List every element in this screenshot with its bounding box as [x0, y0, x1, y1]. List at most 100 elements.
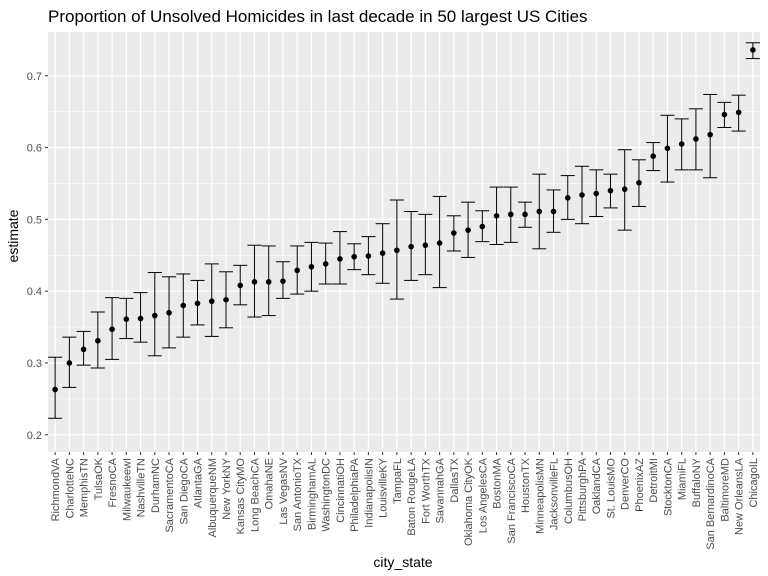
x-tick-label: San AntonioTX [292, 457, 304, 531]
y-tick-label: 0.6 [27, 143, 42, 155]
data-point [379, 250, 386, 256]
x-tick-label: Fort WorthTX [420, 457, 432, 523]
x-axis: RichmondVA CharlotteNC MemphisTN TulsaOK Fre… [50, 452, 760, 550]
data-point [750, 47, 756, 53]
data-point [52, 386, 58, 393]
data-point [593, 190, 600, 197]
x-tick-label: AlbuquerqueNM [207, 458, 219, 538]
x-tick-label: DetroitMI [648, 458, 660, 503]
data-point [564, 195, 571, 201]
x-tick-label: Las VegasNV [278, 457, 290, 524]
data-point [422, 242, 429, 249]
data-point [251, 279, 258, 285]
y-axis: 0.2 0.3 0.4 0.5 0.6 0.7 [27, 71, 48, 442]
x-tick-label: LouisvilleKY [378, 457, 390, 518]
data-point [208, 298, 215, 305]
data-point [693, 136, 699, 142]
data-point [550, 208, 557, 215]
data-point [294, 267, 301, 274]
y-tick-label: 0.3 [27, 358, 42, 370]
data-point [137, 315, 144, 322]
data-point [66, 360, 73, 366]
x-tick-label: PittsburghPA [577, 457, 589, 521]
y-tick-label: 0.7 [27, 71, 42, 83]
data-point [351, 253, 357, 260]
data-point [265, 279, 272, 285]
x-tick-label: FresnoCA [107, 457, 119, 507]
x-tick-label: Los AngelesCA [477, 457, 489, 533]
data-point [465, 227, 471, 233]
x-tick-label: OmahaNE [264, 458, 276, 509]
x-tick-label: TampaFL [392, 458, 404, 504]
data-point [109, 326, 115, 333]
data-point [166, 309, 172, 316]
x-tick-label: Oklahoma CityOK [463, 457, 475, 546]
x-tick-label: RichmondVA [50, 457, 62, 521]
data-point [721, 111, 728, 118]
y-axis-title: estimate [5, 209, 21, 262]
data-point [636, 179, 642, 186]
data-point [678, 141, 685, 147]
y-tick-label: 0.5 [27, 214, 42, 226]
data-point [607, 187, 614, 194]
x-tick-label: DenverCO [620, 458, 632, 510]
data-point [522, 211, 528, 218]
data-point [95, 337, 101, 344]
data-point [194, 300, 201, 307]
x-tick-label: IndianapolisIN [363, 458, 375, 528]
data-point [664, 145, 671, 152]
x-tick-label: CharlotteNC [64, 458, 76, 519]
data-point [237, 282, 244, 289]
x-tick-label: PhiladelphiaPA [349, 457, 361, 531]
data-point [308, 263, 315, 270]
x-axis-title: city_state [373, 554, 432, 570]
data-point [152, 312, 158, 319]
x-tick-label: MilwaukeewI [121, 458, 133, 521]
x-tick-label: ColumbusOH [563, 458, 575, 524]
x-tick-label: CincinnatiOH [335, 458, 347, 523]
x-tick-label: St. LouisMO [605, 458, 617, 519]
data-point [508, 211, 514, 218]
x-tick-label: BaltimoreMD [719, 458, 731, 522]
data-point [123, 316, 130, 322]
x-tick-label: NashvilleTN [136, 458, 148, 517]
data-point [408, 243, 414, 250]
data-point [707, 131, 713, 138]
x-tick-label: SavannahGA [435, 457, 447, 523]
x-tick-label: San DiegoCA [178, 457, 190, 524]
data-point [536, 208, 543, 215]
data-point [735, 109, 742, 116]
data-point [223, 296, 229, 303]
data-point [322, 261, 329, 267]
x-tick-label: AtlantaGA [193, 457, 205, 508]
x-tick-label: New YorkNY [221, 457, 233, 519]
data-point [621, 186, 628, 193]
data-point [365, 253, 372, 259]
x-tick-label: San BernardinoCA [705, 457, 717, 549]
data-point [579, 192, 585, 198]
x-tick-label: MemphisTN [79, 458, 91, 517]
x-tick-label: PhoenixAZ [634, 458, 646, 512]
x-tick-label: StocktonCA [662, 457, 674, 516]
data-point [180, 302, 187, 309]
x-tick-label: BuffaloNY [691, 457, 703, 507]
data-point [80, 346, 87, 353]
data-point [650, 153, 656, 160]
x-tick-label: SacramentoCA [164, 457, 176, 532]
x-tick-label: OaklandCA [591, 457, 603, 514]
x-tick-label: BirminghamAL [306, 458, 318, 530]
data-point [493, 212, 500, 219]
x-tick-label: JacksonvilleFL [549, 458, 561, 530]
x-tick-label: TulsaOK [93, 457, 105, 500]
data-point [394, 247, 400, 254]
chart-title: Proportion of Unsolved Homicides in last… [48, 7, 588, 26]
data-point [479, 223, 486, 230]
data-point [280, 278, 286, 284]
data-point [451, 230, 457, 236]
x-tick-label: San FranciscoCA [506, 457, 518, 543]
x-tick-label: BostonMA [492, 457, 504, 508]
data-point [436, 240, 443, 246]
x-tick-label: Kansas CityMO [235, 458, 247, 535]
x-tick-label: New OrleansLA [734, 457, 746, 535]
